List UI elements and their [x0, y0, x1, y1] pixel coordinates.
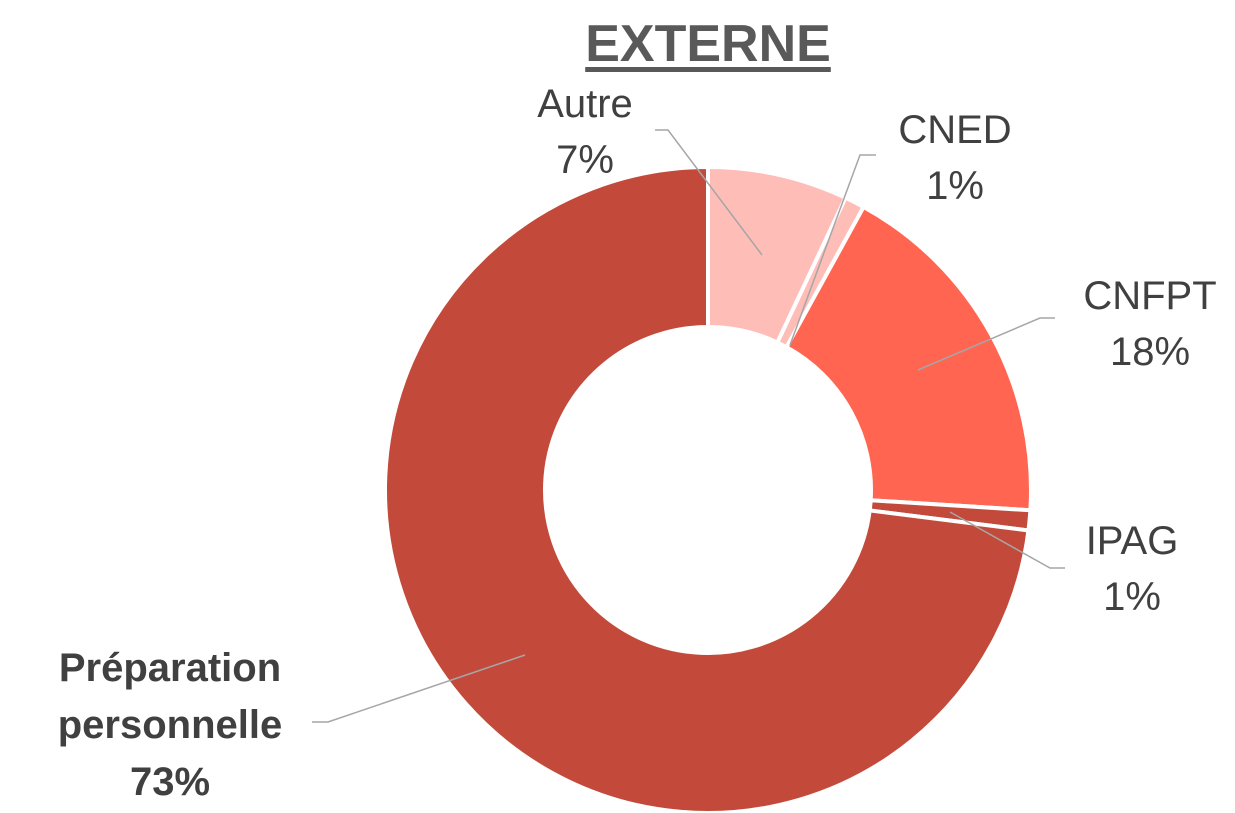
label-value: 73%: [129, 760, 211, 804]
leader-lines: [312, 129, 1065, 723]
slices: [383, 164, 1033, 813]
data-label: Autre 7%: [537, 76, 633, 188]
slice: [783, 204, 1033, 513]
data-label: Préparation personnelle 73%: [25, 640, 315, 811]
slice: [383, 164, 1031, 813]
data-label: IPAG 1%: [1086, 513, 1179, 625]
chart-title: EXTERNE: [585, 15, 831, 73]
label-category: IPAG: [1085, 519, 1179, 563]
label-category: CNED: [898, 108, 1012, 152]
leader-line: [917, 317, 1055, 371]
label-value: 7%: [556, 138, 614, 182]
leader-line: [949, 511, 1065, 569]
label-value: 18%: [1109, 330, 1191, 374]
leader-line: [312, 654, 526, 723]
label-category: CNFPT: [1083, 274, 1217, 318]
label-category: Autre: [537, 82, 633, 126]
data-label: CNED 1%: [898, 102, 1011, 214]
label-category: Préparation personnelle: [57, 646, 283, 747]
label-value: 1%: [926, 164, 984, 208]
data-label: CNFPT 18%: [1083, 268, 1216, 380]
leader-line: [655, 129, 763, 256]
label-value: 1%: [1103, 575, 1161, 619]
leader-line: [789, 154, 876, 346]
